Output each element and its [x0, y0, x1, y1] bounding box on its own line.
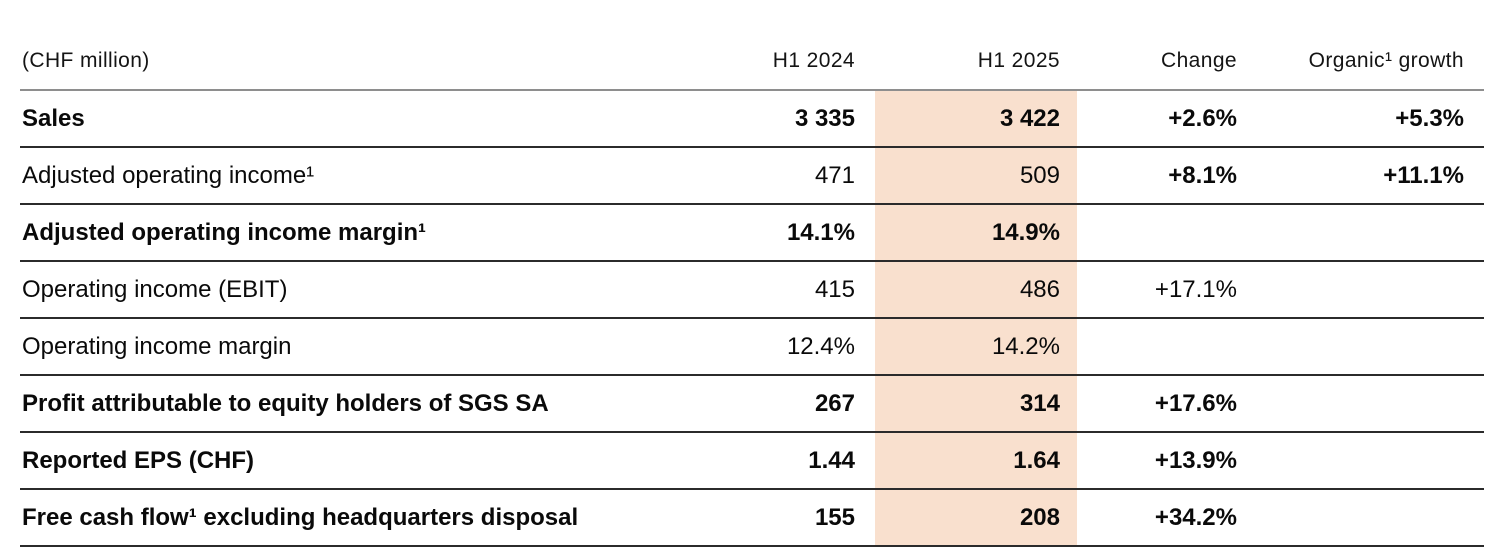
- value-organic-growth: [1242, 432, 1484, 490]
- value-h1-2024: 267: [700, 375, 875, 433]
- value-organic-growth: +5.3%: [1242, 90, 1484, 148]
- row-label: Adjusted operating income¹: [20, 147, 700, 205]
- row-label: Reported EPS (CHF): [20, 432, 700, 490]
- value-change: [1077, 318, 1242, 376]
- financial-results-table: (CHF million) H1 2024 H1 2025 Change Org…: [20, 0, 1484, 547]
- table-header: (CHF million) H1 2024 H1 2025 Change Org…: [20, 0, 1484, 91]
- value-h1-2024: 415: [700, 261, 875, 319]
- value-h1-2025: 14.2%: [875, 318, 1077, 376]
- table-row-sales: Sales 3 335 3 422 +2.6% +5.3%: [20, 90, 1484, 148]
- row-label: Free cash flow¹ excluding headquarters d…: [20, 489, 700, 547]
- value-h1-2024: 3 335: [700, 90, 875, 148]
- table-row-adjusted-operating-income: Adjusted operating income¹ 471 509 +8.1%…: [20, 147, 1484, 205]
- table-row-operating-income-margin: Operating income margin 12.4% 14.2%: [20, 318, 1484, 376]
- table-row-adjusted-operating-income-margin: Adjusted operating income margin¹ 14.1% …: [20, 204, 1484, 262]
- value-h1-2025: 14.9%: [875, 204, 1077, 262]
- value-h1-2025: 314: [875, 375, 1077, 433]
- table-row-free-cash-flow: Free cash flow¹ excluding headquarters d…: [20, 489, 1484, 547]
- value-change: +34.2%: [1077, 489, 1242, 547]
- column-header-change: Change: [1077, 0, 1242, 91]
- unit-label: (CHF million): [20, 0, 700, 91]
- value-change: +17.6%: [1077, 375, 1242, 433]
- value-organic-growth: [1242, 261, 1484, 319]
- value-h1-2024: 471: [700, 147, 875, 205]
- column-header-organic-growth: Organic¹ growth: [1242, 0, 1484, 91]
- value-h1-2024: 14.1%: [700, 204, 875, 262]
- value-h1-2024: 155: [700, 489, 875, 547]
- row-label: Sales: [20, 90, 700, 148]
- value-h1-2024: 1.44: [700, 432, 875, 490]
- value-change: +13.9%: [1077, 432, 1242, 490]
- value-organic-growth: [1242, 375, 1484, 433]
- value-h1-2025: 509: [875, 147, 1077, 205]
- value-change: +8.1%: [1077, 147, 1242, 205]
- value-organic-growth: [1242, 318, 1484, 376]
- column-header-h1-2025: H1 2025: [875, 0, 1077, 91]
- value-h1-2025: 486: [875, 261, 1077, 319]
- header-row: (CHF million) H1 2024 H1 2025 Change Org…: [20, 0, 1484, 91]
- value-h1-2025: 1.64: [875, 432, 1077, 490]
- table-row-operating-income-ebit: Operating income (EBIT) 415 486 +17.1%: [20, 261, 1484, 319]
- row-label: Operating income (EBIT): [20, 261, 700, 319]
- value-organic-growth: [1242, 489, 1484, 547]
- value-change: +17.1%: [1077, 261, 1242, 319]
- value-organic-growth: [1242, 204, 1484, 262]
- value-change: [1077, 204, 1242, 262]
- table-row-reported-eps: Reported EPS (CHF) 1.44 1.64 +13.9%: [20, 432, 1484, 490]
- table-body: Sales 3 335 3 422 +2.6% +5.3% Adjusted o…: [20, 90, 1484, 547]
- row-label: Adjusted operating income margin¹: [20, 204, 700, 262]
- table-row-profit-attributable: Profit attributable to equity holders of…: [20, 375, 1484, 433]
- value-organic-growth: +11.1%: [1242, 147, 1484, 205]
- value-h1-2025: 208: [875, 489, 1077, 547]
- value-h1-2024: 12.4%: [700, 318, 875, 376]
- value-h1-2025: 3 422: [875, 90, 1077, 148]
- column-header-h1-2024: H1 2024: [700, 0, 875, 91]
- row-label: Profit attributable to equity holders of…: [20, 375, 700, 433]
- row-label: Operating income margin: [20, 318, 700, 376]
- value-change: +2.6%: [1077, 90, 1242, 148]
